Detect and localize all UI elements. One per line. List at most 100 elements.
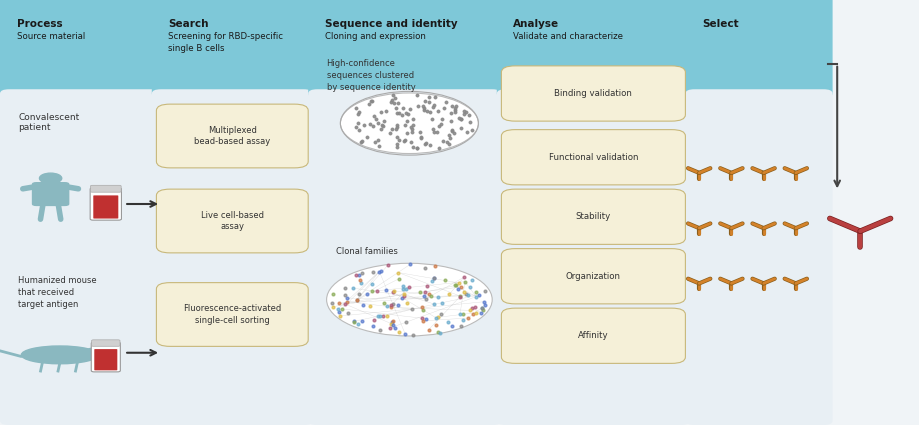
Point (425, 126, 440, 133)
Point (402, 105, 416, 112)
Point (337, 291, 352, 298)
Point (457, 274, 471, 280)
Point (421, 99, 436, 106)
Point (468, 289, 482, 296)
Point (422, 108, 437, 115)
Point (412, 289, 426, 296)
Point (417, 98, 432, 105)
Point (416, 264, 431, 271)
Point (468, 303, 482, 310)
Point (411, 103, 425, 110)
Point (373, 125, 388, 132)
Point (426, 301, 441, 308)
Point (388, 104, 403, 111)
Point (374, 122, 389, 128)
Point (359, 133, 374, 140)
Point (443, 117, 458, 124)
Point (350, 119, 365, 126)
Point (384, 319, 399, 326)
Point (441, 132, 456, 139)
Point (391, 275, 406, 282)
Point (443, 110, 458, 117)
Point (333, 313, 347, 320)
Point (399, 300, 414, 306)
Point (376, 118, 391, 125)
Point (397, 121, 412, 128)
Point (380, 262, 395, 269)
Point (461, 112, 476, 119)
Point (453, 116, 468, 123)
Point (367, 112, 381, 119)
Point (477, 302, 492, 309)
Point (453, 116, 468, 123)
Point (447, 109, 461, 116)
Point (388, 94, 403, 101)
Point (399, 110, 414, 117)
Point (380, 312, 394, 319)
Point (389, 109, 403, 116)
Point (448, 103, 462, 110)
Point (456, 107, 471, 114)
FancyBboxPatch shape (0, 0, 161, 98)
Point (439, 138, 454, 145)
Point (386, 287, 401, 294)
Point (388, 126, 403, 133)
Point (350, 119, 365, 126)
Point (398, 136, 413, 143)
Text: Affinity: Affinity (577, 331, 608, 340)
Point (477, 287, 492, 294)
Point (370, 119, 385, 126)
Point (370, 313, 385, 320)
Point (433, 121, 448, 128)
Point (456, 110, 471, 117)
Point (388, 104, 403, 111)
Point (354, 138, 369, 145)
Point (371, 268, 386, 275)
Point (362, 303, 377, 309)
Point (447, 107, 461, 113)
Point (334, 306, 348, 312)
Point (456, 289, 471, 295)
Point (398, 318, 413, 325)
FancyBboxPatch shape (501, 308, 685, 363)
Point (417, 289, 432, 295)
Point (364, 98, 379, 105)
Point (401, 111, 415, 118)
Point (403, 139, 418, 145)
Point (364, 98, 379, 105)
Point (418, 139, 433, 146)
Point (425, 104, 439, 111)
Point (325, 303, 340, 310)
Point (426, 275, 441, 281)
Point (425, 104, 439, 111)
Ellipse shape (340, 93, 478, 153)
Point (453, 283, 468, 290)
Point (371, 143, 386, 150)
Point (361, 101, 376, 108)
Point (350, 110, 365, 117)
Point (438, 99, 453, 106)
Point (380, 303, 394, 310)
Point (434, 115, 448, 122)
Point (378, 108, 392, 114)
Point (456, 107, 471, 114)
Point (348, 124, 363, 130)
Point (349, 297, 364, 303)
Point (413, 133, 427, 140)
Point (442, 135, 457, 142)
Point (382, 130, 397, 136)
Point (390, 124, 404, 130)
Point (431, 145, 446, 152)
Point (418, 295, 433, 302)
Point (445, 128, 460, 135)
Text: Search: Search (168, 19, 209, 29)
Point (367, 112, 381, 119)
Point (375, 123, 390, 130)
Point (458, 109, 472, 116)
FancyBboxPatch shape (496, 0, 689, 98)
Point (427, 94, 442, 100)
Point (413, 129, 427, 136)
Point (383, 98, 398, 105)
Point (422, 142, 437, 148)
Text: Sequence and identity: Sequence and identity (324, 19, 457, 29)
